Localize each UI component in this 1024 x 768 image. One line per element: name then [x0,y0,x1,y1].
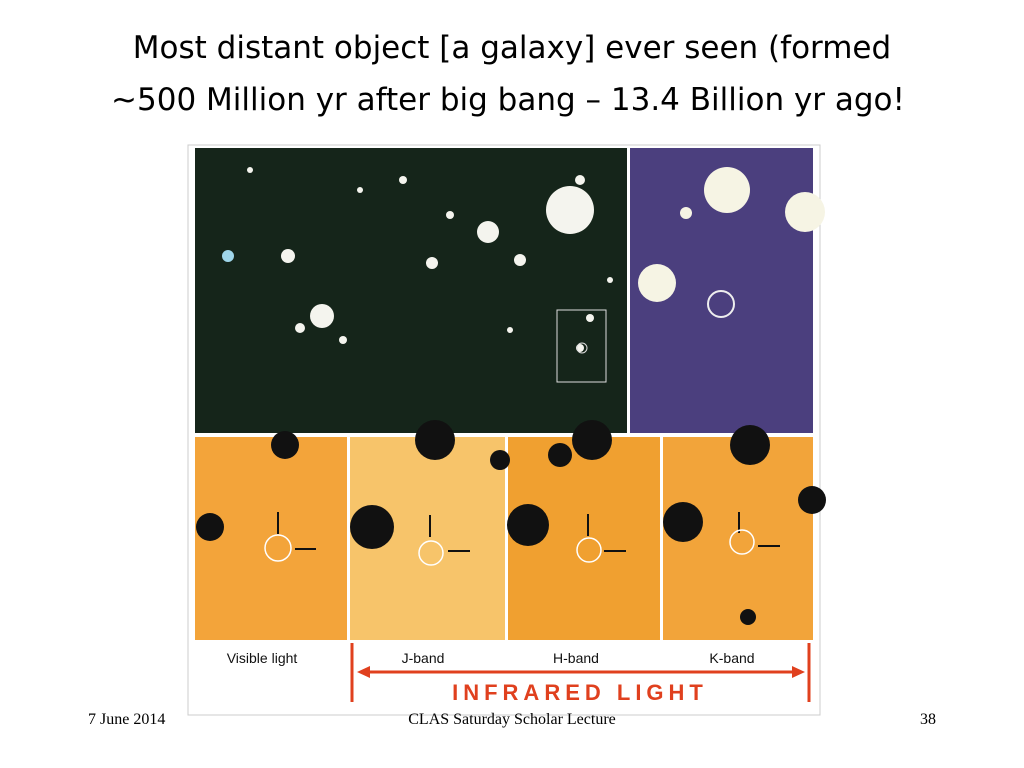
footer-page: 38 [920,711,936,728]
markers [277,512,780,552]
target-circle [707,290,735,318]
stars [222,167,613,352]
band-panel [195,437,347,640]
zoom-stars [638,167,825,302]
blobs [196,420,826,625]
title-line: Most distant object [a galaxy] ever seen… [133,30,891,66]
panel-label: H-band [553,650,599,666]
footer-lecture: CLAS Saturday Scholar Lecture [408,711,616,728]
zoom-box [556,309,607,383]
infrared-arrow [350,643,811,702]
title-line: ~500 Million yr after big bang – 13.4 Bi… [111,82,905,118]
panel-label: K-band [709,650,754,666]
target-circles [264,529,755,566]
panel-label: Visible light [227,650,298,666]
footer-date: 7 June 2014 [88,711,165,728]
band-label: INFRARED LIGHT [452,680,708,705]
target-circle [576,342,588,354]
panel-label: J-band [402,650,445,666]
figure: Visible light J-band H-band K-band INFRA… [187,144,826,716]
